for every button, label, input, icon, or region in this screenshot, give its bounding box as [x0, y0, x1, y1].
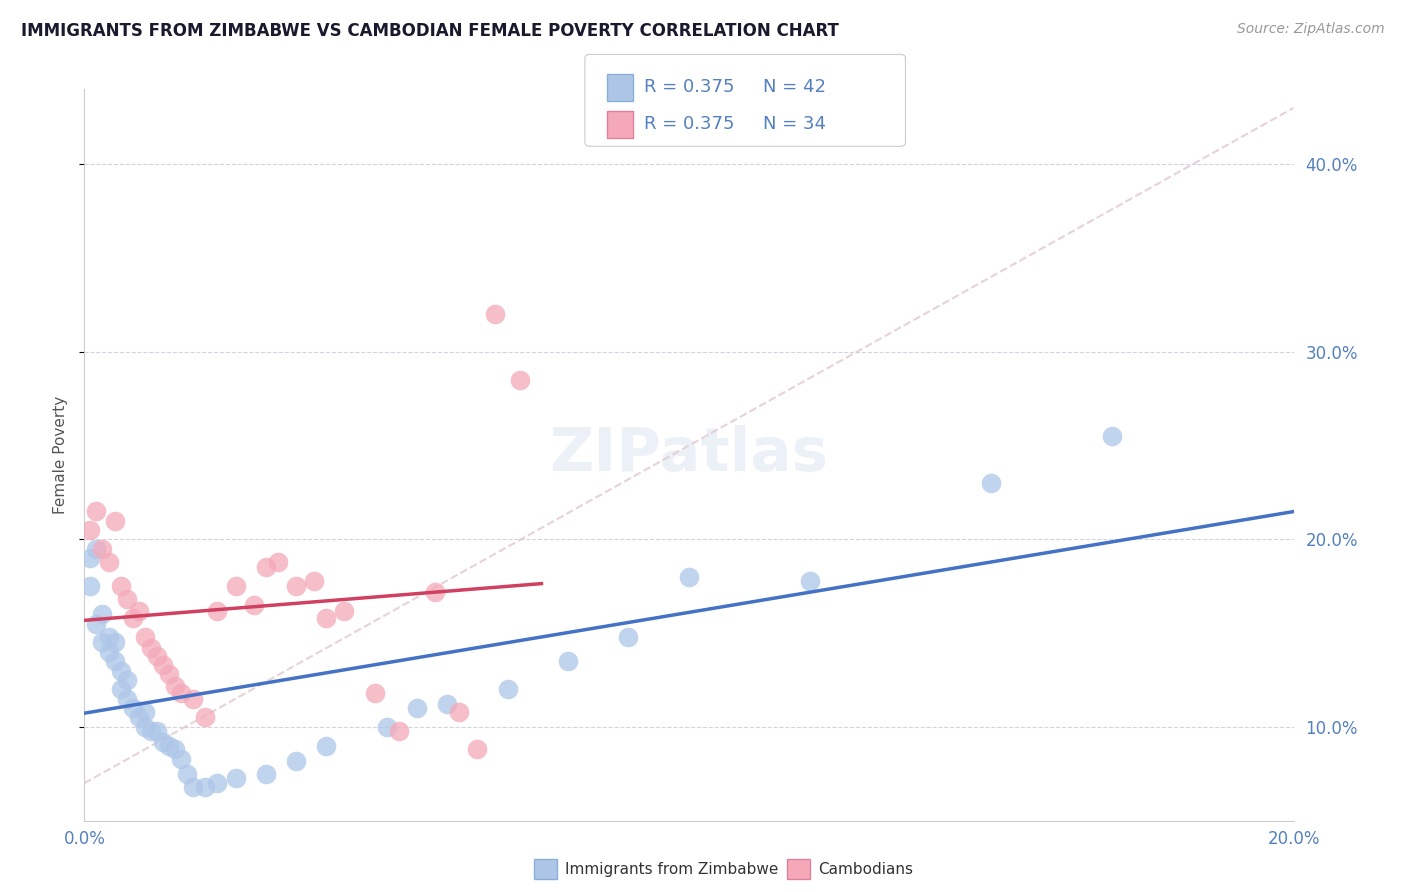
- Point: [302, 574, 325, 588]
- Point: [86, 616, 108, 631]
- Point: [194, 780, 217, 794]
- Point: [285, 754, 308, 768]
- Point: [225, 771, 247, 785]
- Text: N = 42: N = 42: [763, 78, 827, 95]
- Point: [134, 705, 156, 719]
- Point: [207, 604, 229, 618]
- Point: [207, 776, 229, 790]
- Point: [285, 579, 308, 593]
- Point: [121, 701, 143, 715]
- Point: [557, 654, 579, 668]
- Text: IMMIGRANTS FROM ZIMBABWE VS CAMBODIAN FEMALE POVERTY CORRELATION CHART: IMMIGRANTS FROM ZIMBABWE VS CAMBODIAN FE…: [21, 22, 839, 40]
- Point: [980, 476, 1002, 491]
- Point: [86, 541, 108, 556]
- Point: [121, 611, 143, 625]
- Point: [254, 560, 277, 574]
- Point: [157, 667, 180, 681]
- Point: [423, 584, 446, 599]
- Point: [436, 698, 458, 712]
- Point: [165, 742, 187, 756]
- Point: [678, 570, 700, 584]
- Point: [1101, 429, 1123, 443]
- Point: [181, 780, 204, 794]
- Point: [315, 739, 337, 753]
- Point: [110, 682, 132, 697]
- Point: [363, 686, 385, 700]
- Point: [509, 373, 531, 387]
- Point: [225, 579, 247, 593]
- Point: [333, 604, 356, 618]
- Point: [152, 735, 174, 749]
- Point: [91, 635, 114, 649]
- Text: R = 0.375: R = 0.375: [644, 78, 734, 95]
- Point: [484, 307, 506, 321]
- Point: [799, 574, 821, 588]
- Point: [97, 555, 120, 569]
- Point: [104, 635, 127, 649]
- Point: [139, 723, 162, 738]
- Point: [128, 604, 150, 618]
- Point: [79, 551, 101, 566]
- Text: R = 0.375: R = 0.375: [644, 115, 734, 133]
- Point: [97, 645, 120, 659]
- Text: N = 34: N = 34: [763, 115, 827, 133]
- Point: [79, 523, 101, 537]
- Point: [146, 723, 169, 738]
- Point: [104, 514, 127, 528]
- Point: [115, 691, 138, 706]
- Point: [496, 682, 519, 697]
- Point: [315, 611, 337, 625]
- Point: [115, 673, 138, 687]
- Point: [110, 579, 132, 593]
- Text: Cambodians: Cambodians: [818, 863, 914, 877]
- Point: [194, 710, 217, 724]
- Point: [110, 664, 132, 678]
- Point: [267, 555, 290, 569]
- Point: [104, 654, 127, 668]
- Point: [134, 720, 156, 734]
- Point: [375, 720, 398, 734]
- Point: [467, 742, 489, 756]
- Point: [176, 766, 198, 780]
- Point: [139, 641, 162, 656]
- Point: [115, 592, 138, 607]
- Text: Source: ZipAtlas.com: Source: ZipAtlas.com: [1237, 22, 1385, 37]
- Point: [242, 598, 264, 612]
- Text: ZIPatlas: ZIPatlas: [550, 425, 828, 484]
- Point: [91, 607, 114, 622]
- Point: [254, 766, 277, 780]
- Point: [181, 691, 204, 706]
- Point: [406, 701, 429, 715]
- Point: [170, 752, 193, 766]
- Point: [152, 657, 174, 672]
- Point: [157, 739, 180, 753]
- Point: [79, 579, 101, 593]
- Point: [86, 504, 108, 518]
- Text: Immigrants from Zimbabwe: Immigrants from Zimbabwe: [565, 863, 779, 877]
- Point: [165, 679, 187, 693]
- Point: [146, 648, 169, 663]
- Point: [449, 705, 471, 719]
- Point: [97, 630, 120, 644]
- Point: [170, 686, 193, 700]
- Y-axis label: Female Poverty: Female Poverty: [53, 396, 69, 514]
- Point: [134, 630, 156, 644]
- Point: [617, 630, 640, 644]
- Point: [128, 710, 150, 724]
- Point: [91, 541, 114, 556]
- Point: [388, 723, 411, 738]
